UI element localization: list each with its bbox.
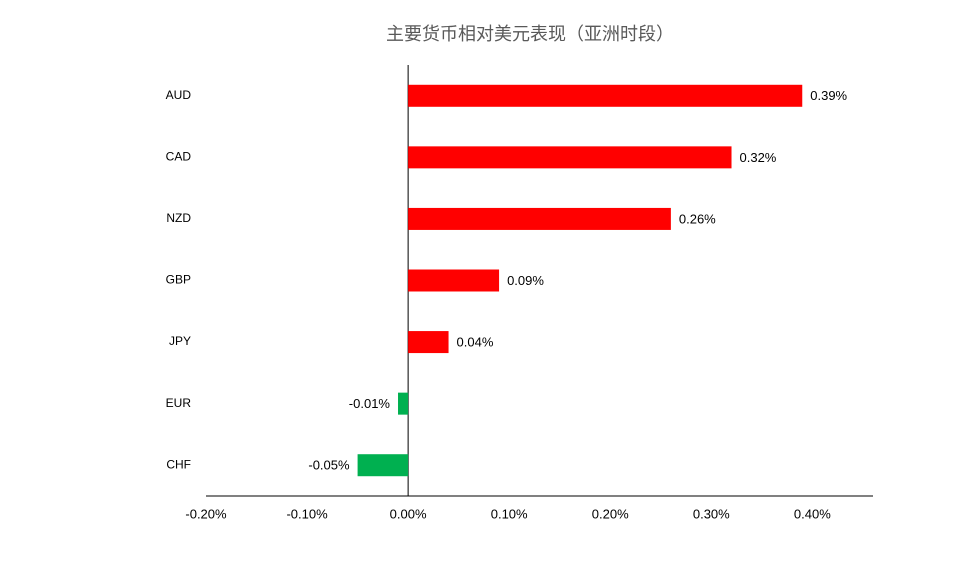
x-tick-label: 0.30% <box>693 506 730 521</box>
data-label: 0.09% <box>507 273 544 288</box>
x-tick-label: 0.40% <box>794 506 831 521</box>
y-tick-label: CAD <box>166 150 192 164</box>
bar <box>408 84 803 107</box>
y-tick-label: GBP <box>166 273 191 287</box>
bar <box>408 207 671 230</box>
y-tick-label: NZD <box>166 211 191 225</box>
data-label: 0.04% <box>457 335 494 350</box>
bar <box>408 146 732 169</box>
bar <box>408 331 449 354</box>
x-tick-label: -0.20% <box>185 506 227 521</box>
x-tick-label: -0.10% <box>286 506 328 521</box>
y-tick-label: CHF <box>166 457 191 471</box>
data-label: 0.26% <box>679 211 716 226</box>
bar <box>357 454 409 477</box>
chart-title: 主要货币相对美元表现（亚洲时段） <box>386 24 674 44</box>
data-label: 0.32% <box>740 150 777 165</box>
x-tick-label: 0.10% <box>491 506 528 521</box>
y-tick-label: JPY <box>169 334 191 348</box>
y-tick-label: AUD <box>166 88 192 102</box>
data-label: -0.05% <box>308 458 350 473</box>
data-label: -0.01% <box>349 396 391 411</box>
data-label: 0.39% <box>810 88 847 103</box>
bar <box>408 269 500 292</box>
x-tick-label: 0.20% <box>592 506 629 521</box>
y-tick-label: EUR <box>166 396 192 410</box>
x-tick-label: 0.00% <box>390 506 427 521</box>
bar <box>398 392 409 415</box>
